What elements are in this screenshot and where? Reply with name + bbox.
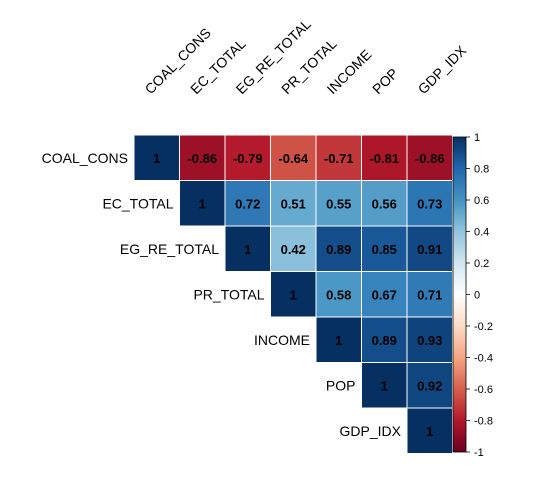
row-label-coal_cons: COAL_CONS [42,150,128,166]
heatmap-cell-eg_re_total-pop [361,225,408,272]
cell-value-label: 1 [290,287,297,302]
cell-value-label: 1 [244,242,251,257]
row-label-eg_re_total: EG_RE_TOTAL [120,241,219,257]
heatmap-cell-coal_cons-ec_total [179,134,226,181]
colorbar-tick-label: -0.2 [474,321,493,333]
heatmap-cell-pr_total-pr_total [270,271,317,318]
heatmap-cell-coal_cons-pop [361,134,408,181]
cell-value-label: -0.64 [278,151,308,166]
colorbar-tick-label: 0.8 [474,164,489,176]
cell-value-label: 0.92 [417,378,442,393]
heatmap-cell-eg_re_total-eg_re_total [224,225,271,272]
colorbar-tick-label: 0.4 [474,227,489,239]
cell-value-label: -0.86 [415,151,445,166]
cell-value-label: -0.86 [187,151,217,166]
colorbar-tick-label: -0.8 [474,416,493,428]
column-labels: COAL_CONSEC_TOTALEG_RE_TOTALPR_TOTALINCO… [142,16,470,98]
cell-value-label: 0.85 [372,242,397,257]
column-label-pop: POP [369,65,401,97]
colorbar-tick-label: 0.2 [474,258,489,270]
heatmap-cell-pr_total-gdp_idx [406,271,453,318]
cell-value-label: 0.89 [372,333,397,348]
cell-value-label: 0.91 [417,242,442,257]
cell-value-label: -0.71 [324,151,354,166]
cell-value-label: 0.58 [326,287,351,302]
colorbar-tick-label: 0.6 [474,195,489,207]
heatmap-cell-coal_cons-coal_cons [133,134,180,181]
heatmap-cell-eg_re_total-gdp_idx [406,225,453,272]
colorbar-tick-label: 1 [474,132,480,144]
column-label-gdp_idx: GDP_IDX [415,42,470,97]
heatmap-cell-pr_total-pop [361,271,408,318]
heatmap-cell-ec_total-pop [361,180,408,227]
cell-value-label: 0.51 [281,196,306,211]
heatmap-cell-ec_total-ec_total [179,180,226,227]
column-label-eg_re_total: EG_RE_TOTAL [233,16,315,98]
heatmap-cell-eg_re_total-income [315,225,362,272]
cell-value-label: 0.93 [417,333,442,348]
cell-value-label: 0.55 [326,196,351,211]
row-label-pop: POP [326,377,356,393]
heatmap-cell-ec_total-pr_total [270,180,317,227]
row-label-gdp_idx: GDP_IDX [340,423,402,439]
cell-value-label: 0.73 [417,196,442,211]
heatmap-cell-pr_total-income [315,271,362,318]
colorbar-tick-label: -1 [474,447,484,459]
cell-value-label: 1 [426,424,433,439]
colorbar-gradient [452,136,467,453]
heatmap-cell-income-income [315,316,362,363]
cell-value-label: 0.42 [281,242,306,257]
heatmap-cell-gdp_idx-gdp_idx [406,407,453,454]
cell-value-label: 0.71 [417,287,442,302]
colorbar-tick-label: 0 [474,290,480,302]
row-label-pr_total: PR_TOTAL [193,286,264,302]
colorbar-tick-label: -0.4 [474,353,493,365]
cell-value-label: -0.79 [233,151,263,166]
cell-value-label: 1 [381,378,388,393]
colorbar: 1 0.8 0.6 0.4 0.2 0 -0.2 -0.4 -0.6 -0.8 -1 [452,132,493,459]
colorbar-tick-label: -0.6 [474,384,493,396]
cell-value-label: 0.72 [235,196,260,211]
heatmap-cells: 1 -0.86 -0.79 -0.64 -0.71 -0.81 -0.86 1 0.72 0.51… [133,134,453,454]
row-labels: COAL_CONS EC_TOTAL EG_RE_TOTAL PR_TOTAL INCO… [42,150,402,439]
cell-value-label: 1 [199,196,206,211]
row-label-income: INCOME [254,332,310,348]
cell-value-label: 0.56 [372,196,397,211]
row-label-ec_total: EC_TOTAL [102,195,173,211]
cell-value-label: 1 [153,151,160,166]
cell-value-label: -0.81 [369,151,399,166]
heatmap-cell-pop-gdp_idx [406,362,453,409]
cell-value-label: 1 [335,333,342,348]
cell-value-label: 0.67 [372,287,397,302]
cell-value-label: 0.89 [326,242,351,257]
